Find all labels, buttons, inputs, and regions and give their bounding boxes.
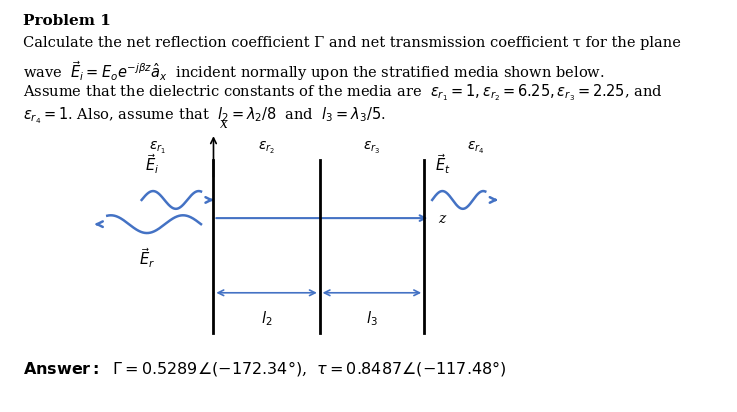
- Text: Assume that the dielectric constants of the media are  $\varepsilon_{r_1} = 1,\v: Assume that the dielectric constants of …: [23, 82, 663, 103]
- Text: $l_3$: $l_3$: [366, 309, 377, 328]
- Text: $\varepsilon_{r_4}$: $\varepsilon_{r_4}$: [467, 139, 485, 156]
- Text: Problem 1: Problem 1: [23, 14, 111, 28]
- Text: $\mathbf{Answer:}$  $\Gamma = 0.5289\angle(-172.34°)$,  $\tau = 0.8487\angle(-11: $\mathbf{Answer:}$ $\Gamma = 0.5289\angl…: [23, 358, 506, 377]
- Text: $\vec{E}_r$: $\vec{E}_r$: [139, 246, 155, 270]
- Text: $l_2$: $l_2$: [261, 309, 273, 328]
- Text: $\varepsilon_{r_3}$: $\varepsilon_{r_3}$: [363, 139, 380, 156]
- Text: $\vec{E}_i$: $\vec{E}_i$: [144, 152, 159, 176]
- Text: Calculate the net reflection coefficient Γ and net transmission coefficient τ fo: Calculate the net reflection coefficient…: [23, 36, 681, 50]
- Text: $\varepsilon_{r_2}$: $\varepsilon_{r_2}$: [258, 139, 275, 156]
- Text: x: x: [220, 117, 228, 131]
- Text: z: z: [439, 212, 446, 226]
- Text: wave  $\vec{E}_i = E_o e^{-j\beta z}\hat{a}_x$  incident normally upon the strat: wave $\vec{E}_i = E_o e^{-j\beta z}\hat{…: [23, 59, 604, 83]
- Text: $\varepsilon_{r_4} = 1$. Also, assume that  $l_2 = \lambda_2/8$  and  $l_3 = \la: $\varepsilon_{r_4} = 1$. Also, assume th…: [23, 105, 385, 126]
- Text: $\vec{E}_t$: $\vec{E}_t$: [436, 152, 451, 176]
- Text: $\varepsilon_{r_1}$: $\varepsilon_{r_1}$: [149, 139, 166, 156]
